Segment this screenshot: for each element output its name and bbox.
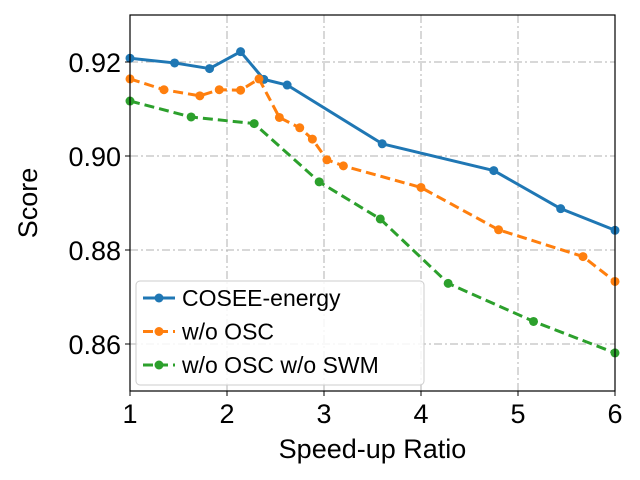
legend-swatch-marker (154, 360, 164, 370)
data-point (236, 85, 246, 95)
data-point (170, 58, 180, 68)
data-series (125, 47, 620, 358)
y-tick-label: 0.88 (68, 236, 121, 266)
x-axis-label: Speed-up Ratio (279, 434, 467, 464)
legend-label: COSEE-energy (182, 285, 341, 311)
x-tick-label: 6 (607, 399, 622, 429)
data-point (338, 161, 348, 171)
data-point (314, 177, 324, 187)
legend-label: w/o OSC (181, 319, 274, 345)
legend-swatch-marker (154, 293, 164, 303)
data-point (556, 204, 566, 214)
series-w-o-osc (125, 74, 620, 286)
data-point (322, 155, 332, 165)
data-point (159, 85, 169, 95)
data-point (377, 139, 387, 149)
data-point (195, 91, 205, 101)
legend-label: w/o OSC w/o SWM (181, 352, 379, 378)
data-point (494, 225, 504, 235)
x-tick-label: 3 (316, 399, 331, 429)
series-line (129, 50, 616, 232)
legend: COSEE-energy w/o OSC w/o OSC w/o SWM (135, 280, 425, 386)
y-axis-label: Score (13, 168, 43, 239)
y-tick-label: 0.86 (68, 330, 121, 360)
axis-ticks: 1 2 3 4 5 6 0.86 0.88 0.90 0.92 (68, 48, 622, 429)
plot-frame (129, 14, 616, 392)
legend-swatch-marker (154, 327, 164, 336)
legend-entry: w/o OSC (143, 319, 274, 345)
data-point (274, 112, 284, 122)
data-point (443, 278, 453, 288)
data-point (375, 214, 385, 224)
x-tick-label: 1 (122, 399, 137, 429)
data-point (416, 182, 426, 192)
data-point (282, 80, 292, 90)
legend-box (135, 280, 425, 386)
data-point (186, 112, 196, 122)
x-tick-label: 4 (413, 399, 428, 429)
data-point (307, 134, 317, 144)
data-point (529, 316, 539, 326)
legend-entry: COSEE-energy (143, 285, 341, 311)
y-tick-label: 0.90 (68, 142, 121, 172)
data-point (236, 47, 246, 57)
data-point (205, 64, 215, 74)
data-point (214, 85, 224, 95)
data-point (254, 74, 264, 84)
y-tick-label: 0.92 (68, 48, 121, 78)
series-line (129, 99, 616, 355)
x-tick-label: 2 (219, 399, 234, 429)
x-tick-label: 5 (510, 399, 525, 429)
data-point (578, 252, 588, 262)
series-cosee-energy (125, 47, 620, 235)
legend-entry: w/o OSC w/o SWM (143, 352, 379, 378)
data-point (295, 123, 305, 133)
data-point (249, 119, 259, 129)
data-point (489, 166, 499, 176)
